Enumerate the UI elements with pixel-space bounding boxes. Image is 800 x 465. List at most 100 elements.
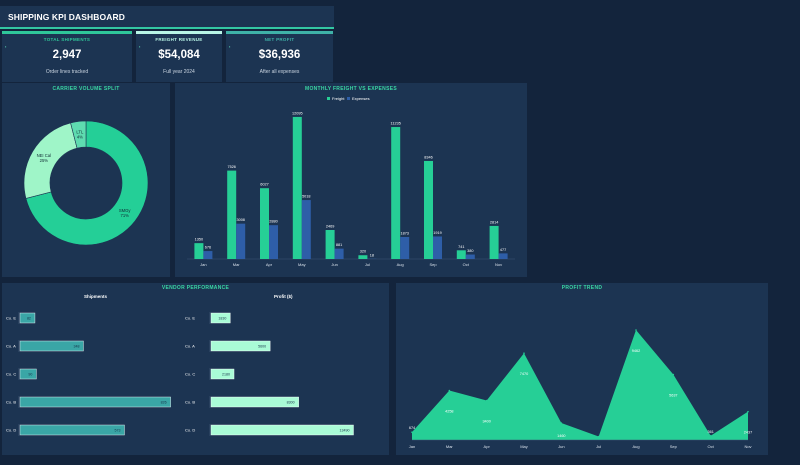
area-point (709, 435, 712, 437)
area-data-label: 1460 (557, 434, 565, 438)
bar-data-label: 741 (458, 245, 464, 249)
kpi-marker-icon: ▪ (229, 44, 231, 49)
slice-percent: 4% (77, 134, 83, 139)
vendor-bar (210, 396, 299, 408)
bar-freight (456, 250, 466, 259)
bar-freight (489, 225, 499, 259)
chart-title: VENDOR PERFORMANCE (161, 285, 230, 291)
bar-data-label: 477 (500, 248, 506, 252)
kpi-label: NET PROFIT (264, 37, 295, 42)
legend-swatch-freight (327, 97, 330, 100)
x-tick-label: Jan (200, 262, 206, 267)
kpi-marker-icon: ▪ (5, 44, 7, 49)
area-point (560, 422, 563, 424)
axis-header: Shipments (84, 294, 108, 299)
x-tick-label: Oct (463, 262, 470, 267)
slice-label: NEI Cal (37, 153, 51, 158)
donut-slice (25, 120, 149, 246)
vendor-label: Co. B (6, 400, 16, 405)
bar-freight (292, 116, 302, 259)
vendor-label: Co. D (6, 428, 16, 433)
x-tick-label: Aug (397, 262, 404, 267)
bar-freight (194, 243, 204, 259)
area-chart: 674 Jan 4258 Mar 3400 Apr 7470 May 1460 Jun Jul 946… (409, 329, 752, 449)
donut-slice (23, 122, 78, 199)
vendor-bar-label: 13490 (340, 429, 350, 433)
bar-data-label: 6027 (260, 183, 268, 187)
bar-freight (391, 127, 401, 260)
kpi-value: 2,947 (52, 49, 82, 61)
vendor-bar-label: 826 (161, 401, 167, 405)
vendor-bar-label: 90 (28, 373, 32, 377)
vendor-label: Co. B (185, 400, 195, 405)
bar-data-label: 18 (370, 253, 374, 257)
x-tick-label: Aug (632, 444, 639, 449)
donut-slice (70, 120, 87, 149)
x-tick-label: Jun (331, 262, 337, 267)
x-tick-label: May (298, 262, 306, 267)
kpi-card-net-profit: NET PROFIT ▪ $36,936 After all expenses (226, 31, 333, 82)
area-data-label: 674 (409, 426, 415, 430)
legend-swatch-expenses (347, 97, 350, 100)
x-tick-label: Sep (429, 262, 437, 267)
x-tick-label: Jul (596, 444, 601, 449)
vendor-label: Co. C (185, 372, 195, 377)
area-data-label: 3400 (482, 419, 490, 423)
bar-freight (325, 229, 335, 259)
kpi-marker-icon: ▪ (139, 44, 141, 49)
kpi-accent-bar (2, 31, 132, 34)
x-tick-label: Oct (708, 444, 715, 449)
bar-expenses (334, 248, 344, 259)
x-tick-label: Nov (495, 262, 502, 267)
vendor-bar-label: 1830 (218, 317, 226, 321)
slice-percent: 25% (40, 158, 49, 163)
bar-expenses (203, 251, 213, 259)
vendor-bar (19, 368, 37, 380)
chart-title: PROFIT TREND (561, 285, 603, 291)
vendor-bar (210, 340, 271, 352)
x-tick-label: Mar (233, 262, 241, 267)
dashboard-header: SHIPPING KPI DASHBOARD (0, 6, 334, 29)
bar-data-label: 7526 (227, 165, 235, 169)
bar-data-label: 676 (205, 246, 211, 250)
area-point (448, 389, 451, 392)
vendor-label: Co. A (185, 344, 195, 349)
profit-trend-panel: PROFIT TREND 674 Jan 4258 Mar 3400 Apr 7470 May… (396, 283, 768, 455)
bar-freight (358, 255, 368, 259)
bar-freight (227, 170, 237, 259)
vendor-bar-label: 5600 (258, 345, 266, 349)
vendor-bar (210, 368, 235, 380)
legend-label-expenses: Expenses (352, 96, 370, 101)
kpi-subtitle: After all expenses (259, 69, 300, 75)
area-point (747, 410, 749, 413)
x-tick-label: Apr (484, 444, 491, 449)
bar-data-label: 2469 (326, 224, 334, 228)
x-tick-label: Apr (266, 262, 273, 267)
bar-data-label: 3008 (236, 218, 244, 222)
x-tick-label: Nov (744, 444, 751, 449)
area-data-label: 7470 (520, 372, 528, 376)
bar-data-label: 1919 (433, 231, 441, 235)
kpi-subtitle: Order lines tracked (45, 69, 89, 75)
vendor-label: Co. D (185, 428, 195, 433)
area-data-label: 2437 (744, 431, 752, 435)
bar-expenses (465, 254, 475, 259)
area-data-label: 361 (707, 430, 713, 434)
vendor-bar (19, 312, 36, 324)
x-tick-label: May (520, 444, 528, 449)
bar-data-label: 2814 (490, 220, 498, 224)
bar-expenses (498, 253, 508, 259)
area-data-label: 9462 (632, 349, 640, 353)
vendor-bar-label: 573 (114, 429, 120, 433)
kpi-card-total-shipments: TOTAL SHIPMENTS ▪ 2,947 Order lines trac… (2, 31, 132, 82)
bar-data-label: 2880 (269, 220, 277, 224)
kpi-label: TOTAL SHIPMENTS (43, 37, 91, 42)
bar-data-label: 1350 (195, 238, 203, 242)
chart-title: CARRIER VOLUME SPLIT (52, 86, 120, 92)
area-point (672, 373, 675, 376)
chart-title: MONTHLY FREIGHT vs EXPENSES (304, 86, 397, 92)
x-tick-label: Jun (558, 444, 564, 449)
bar-expenses (236, 223, 246, 259)
monthly-freight-panel: MONTHLY FREIGHT vs EXPENSES Freight Expen… (175, 83, 527, 277)
